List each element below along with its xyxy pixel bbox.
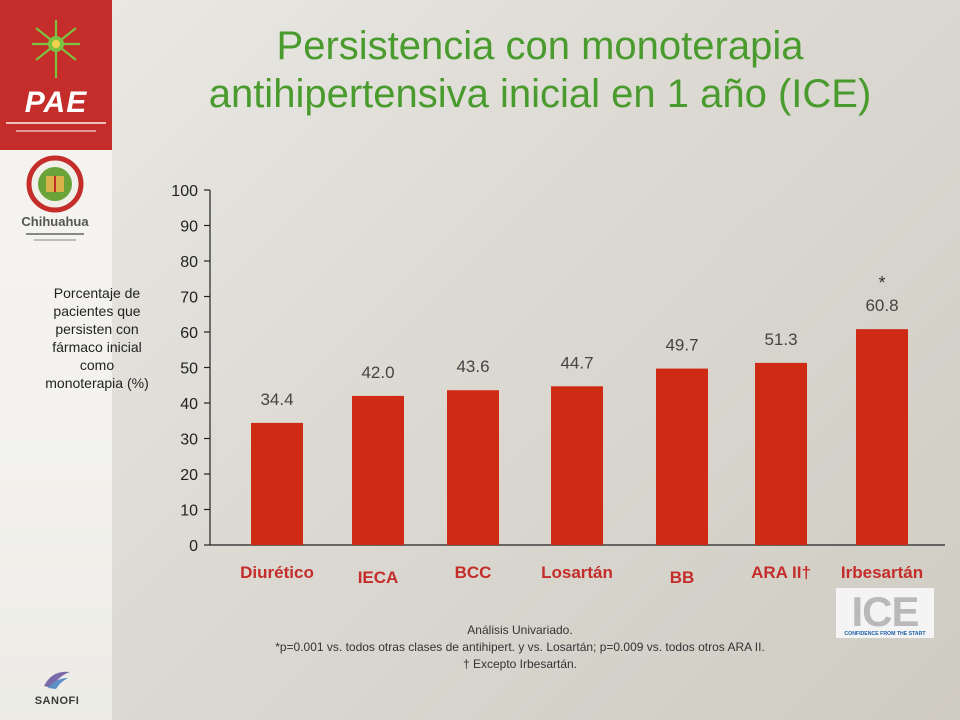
y-axis-label-line: fármaco inicial bbox=[52, 339, 142, 355]
y-tick-label: 80 bbox=[180, 254, 198, 271]
ice-logo: ICE CONFIDENCE FROM THE START bbox=[836, 588, 934, 638]
bar bbox=[856, 329, 908, 545]
category-label: IECA bbox=[358, 568, 399, 587]
significance-asterisk: * bbox=[878, 273, 885, 293]
y-axis-label-line: pacientes que bbox=[53, 303, 141, 319]
y-tick-label: 40 bbox=[180, 396, 198, 413]
sanofi-bird-icon bbox=[44, 671, 70, 689]
y-tick-label: 70 bbox=[180, 290, 198, 307]
ice-wordmark: ICE bbox=[851, 588, 918, 635]
title-line-2: antihipertensiva inicial en 1 año (ICE) bbox=[208, 72, 872, 116]
caduceus-emblem-icon bbox=[32, 20, 80, 78]
page-title: Persistencia con monoterapia antihiperte… bbox=[120, 22, 960, 118]
y-tick-label: 30 bbox=[180, 432, 198, 449]
data-label: 49.7 bbox=[665, 336, 698, 355]
bar bbox=[656, 368, 708, 545]
y-axis-label-line: como bbox=[79, 357, 115, 373]
pae-subtitle-lines bbox=[6, 122, 106, 134]
category-label: Irbesartán bbox=[841, 563, 923, 582]
y-axis-label-line: persisten con bbox=[55, 321, 139, 337]
bar bbox=[755, 362, 807, 545]
y-tick-label: 100 bbox=[171, 183, 198, 200]
y-axis-label-line: monoterapia (%) bbox=[45, 375, 149, 391]
category-label: Losartán bbox=[541, 563, 613, 582]
left-branding-panel: PAE Chihuahua SANOFI bbox=[0, 0, 112, 720]
footnote-significance: *p=0.001 vs. todos otras clases de antih… bbox=[275, 640, 765, 654]
y-axis-label: Porcentaje de pacientes que persisten co… bbox=[24, 284, 170, 392]
footnotes: Análisis Univariado. *p=0.001 vs. todos … bbox=[160, 622, 880, 673]
chihuahua-shield-logo: Chihuahua bbox=[21, 155, 89, 241]
data-label: 43.6 bbox=[456, 357, 489, 376]
category-label: Diurético bbox=[240, 563, 314, 582]
data-label: 44.7 bbox=[560, 353, 593, 372]
footnote-analysis: Análisis Univariado. bbox=[467, 623, 573, 637]
data-label: 42.0 bbox=[361, 363, 394, 382]
y-tick-label: 10 bbox=[180, 503, 198, 520]
category-label: BCC bbox=[455, 563, 492, 582]
ice-tagline: CONFIDENCE FROM THE START bbox=[844, 631, 926, 637]
y-tick-label: 20 bbox=[180, 467, 198, 484]
data-label: 34.4 bbox=[260, 390, 293, 409]
pae-logo: PAE bbox=[0, 0, 112, 150]
bar bbox=[251, 422, 303, 545]
bar bbox=[352, 395, 404, 545]
category-label: ARA II† bbox=[751, 563, 811, 582]
sanofi-wordmark: SANOFI bbox=[34, 695, 80, 707]
bar bbox=[551, 386, 603, 545]
y-tick-label: 50 bbox=[180, 361, 198, 378]
y-tick-label: 60 bbox=[180, 325, 198, 342]
footnote-exception: † Excepto Irbesartán. bbox=[462, 657, 578, 671]
data-label: 60.8 bbox=[865, 296, 898, 315]
y-tick-label: 90 bbox=[180, 219, 198, 236]
y-tick-label: 0 bbox=[189, 538, 198, 555]
category-label: BB bbox=[670, 568, 695, 587]
bar bbox=[447, 390, 499, 545]
y-axis-label-line: Porcentaje de bbox=[53, 285, 141, 301]
title-line-1: Persistencia con monoterapia bbox=[276, 24, 804, 68]
pae-wordmark: PAE bbox=[24, 86, 88, 119]
chihuahua-label: Chihuahua bbox=[21, 214, 89, 229]
data-label: 51.3 bbox=[764, 330, 797, 349]
sanofi-logo: SANOFI bbox=[22, 668, 92, 707]
